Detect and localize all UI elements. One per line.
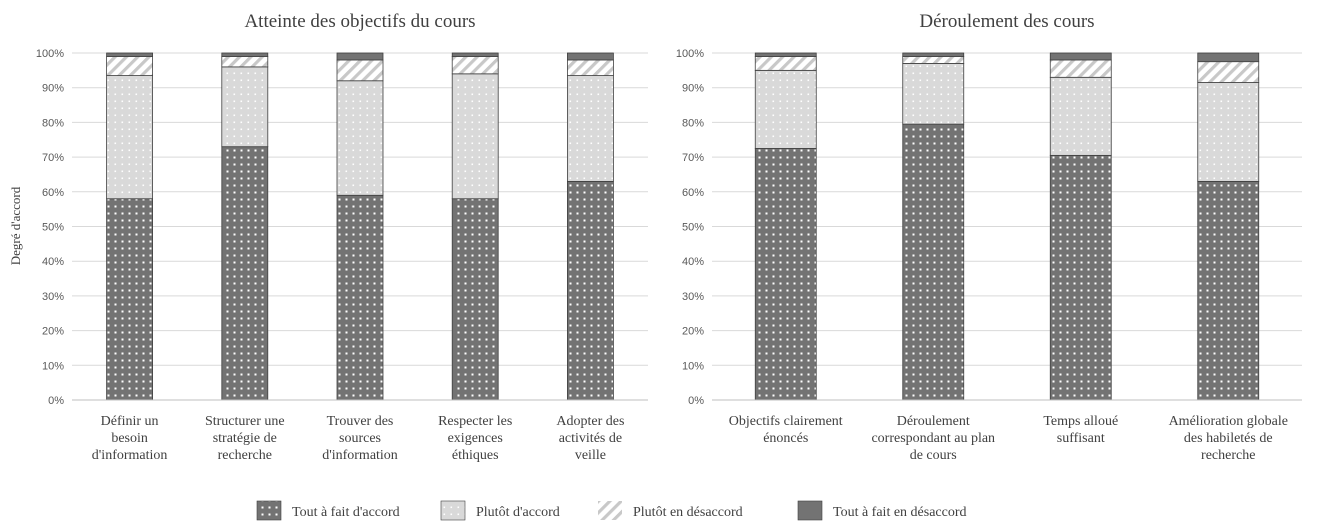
y-tick-label: 40% (682, 256, 704, 268)
y-tick-label: 90% (682, 83, 704, 95)
bar-segment-tout-a-fait-en-desaccord (221, 52, 269, 57)
y-tick-label: 10% (42, 360, 64, 372)
chart-course-flow: Déroulement des cours 0% 10% 20% 30% 40% 50% 60… (676, 11, 1302, 463)
bar-segment-plutot-en-desaccord (1049, 59, 1112, 78)
bar-segment-plutot-en-desaccord (221, 56, 269, 68)
bar-segment-tout-a-fait-en-desaccord (754, 52, 817, 57)
bar-segment-tout-a-fait-daccord (902, 123, 965, 401)
bar-segment-tout-a-fait-en-desaccord (1197, 52, 1260, 63)
legend-item-plutot-en-desaccord: Plutôt en désaccord (598, 501, 743, 520)
bar-segment-tout-a-fait-en-desaccord (902, 52, 965, 57)
category-label: Respecter les exigences éthiques (438, 414, 512, 463)
bar-segment-plutot-en-desaccord (902, 56, 965, 64)
bar-segment-tout-a-fait-daccord (451, 198, 499, 401)
category-label: Déroulement correspondant au plan de cours (871, 414, 995, 463)
chart-title: Atteinte des objectifs du cours (244, 11, 475, 32)
bar-segment-tout-a-fait-en-desaccord (336, 52, 384, 61)
bar-segment-plutot-en-desaccord (754, 56, 817, 71)
y-tick-label: 60% (682, 187, 704, 199)
bar-segment-plutot-en-desaccord (336, 59, 384, 82)
legend-item-plutot-daccord: Plutôt d'accord (440, 500, 560, 521)
bar-segment-plutot-en-desaccord (451, 56, 499, 75)
category-label: Temps alloué suffisant (1043, 414, 1118, 446)
y-tick-label: 0% (48, 395, 64, 407)
bar-segment-plutot-daccord (902, 63, 965, 125)
bar-segment-plutot-en-desaccord (106, 56, 153, 76)
legend: Tout à fait d'accord Plutôt d'accord Plutô… (256, 500, 967, 521)
legend-label: Plutôt d'accord (476, 505, 560, 520)
category-label: Structurer une stratégie de recherche (205, 414, 285, 463)
legend-swatch (598, 501, 622, 520)
y-tick-label: 100% (36, 48, 64, 60)
bar-segment-plutot-en-desaccord (1197, 61, 1260, 83)
legend-label: Plutôt en désaccord (633, 505, 743, 520)
category-label: Définir un besoin d'information (92, 414, 168, 463)
bar-segment-tout-a-fait-daccord (567, 180, 614, 401)
bar-segment-plutot-daccord (754, 69, 817, 149)
y-tick-label: 80% (42, 117, 64, 129)
bar-segment-tout-a-fait-daccord (1049, 154, 1112, 401)
legend-item-tout-a-fait-daccord: Tout à fait d'accord (256, 500, 400, 521)
y-tick-label: 0% (688, 395, 704, 407)
chart-goals: Atteinte des objectifs du cours 0% 10% 20% 3… (8, 11, 648, 463)
y-tick-label: 20% (42, 326, 64, 338)
y-tick-label: 70% (42, 152, 64, 164)
bar-segment-plutot-daccord (451, 73, 499, 200)
y-tick-label: 60% (42, 187, 64, 199)
bar-segment-plutot-daccord (1049, 76, 1112, 156)
category-label: Trouver des sources d'information (322, 414, 398, 463)
bar-segment-plutot-daccord (106, 75, 153, 200)
category-label: Objectifs clairement énoncés (729, 414, 843, 446)
y-tick-label: 30% (42, 291, 64, 303)
y-tick-label: 30% (682, 291, 704, 303)
legend-swatch (256, 500, 282, 521)
y-tick-label: 20% (682, 326, 704, 338)
chart-title: Déroulement des cours (919, 11, 1094, 32)
category-label: Amélioration globale des habiletés de rech… (1169, 414, 1288, 463)
bar-segment-plutot-daccord (221, 66, 269, 148)
bar-segment-plutot-daccord (1197, 82, 1260, 182)
y-tick-label: 50% (42, 222, 64, 234)
legend-item-tout-a-fait-en-desaccord: Tout à fait en désaccord (797, 500, 967, 521)
y-tick-label: 90% (42, 83, 64, 95)
bar-segment-plutot-en-desaccord (567, 59, 614, 76)
y-tick-label: 70% (682, 152, 704, 164)
y-tick-label: 100% (676, 48, 704, 60)
bar-segment-tout-a-fait-daccord (1197, 180, 1260, 401)
legend-swatch (440, 500, 466, 521)
legend-label: Tout à fait en désaccord (833, 505, 967, 520)
y-tick-label: 10% (682, 360, 704, 372)
bar-segment-tout-a-fait-daccord (754, 148, 817, 401)
bar-segment-tout-a-fait-daccord (106, 198, 153, 401)
bar-segment-tout-a-fait-daccord (221, 146, 269, 401)
bar-segment-plutot-daccord (567, 75, 614, 182)
bar-segment-tout-a-fait-en-desaccord (451, 52, 499, 57)
bar-segment-tout-a-fait-en-desaccord (1049, 52, 1112, 61)
legend-label: Tout à fait d'accord (292, 505, 400, 520)
bar-segment-tout-a-fait-en-desaccord (106, 52, 153, 57)
category-label: Adopter des activités de veille (556, 414, 624, 463)
y-tick-label: 50% (682, 222, 704, 234)
bar-segment-tout-a-fait-daccord (336, 194, 384, 401)
legend-swatch (797, 500, 823, 521)
bar-segment-plutot-daccord (336, 80, 384, 196)
y-axis-label: Degré d'accord (8, 186, 23, 265)
bar-segment-tout-a-fait-en-desaccord (567, 52, 614, 61)
y-tick-label: 40% (42, 256, 64, 268)
y-tick-label: 80% (682, 117, 704, 129)
